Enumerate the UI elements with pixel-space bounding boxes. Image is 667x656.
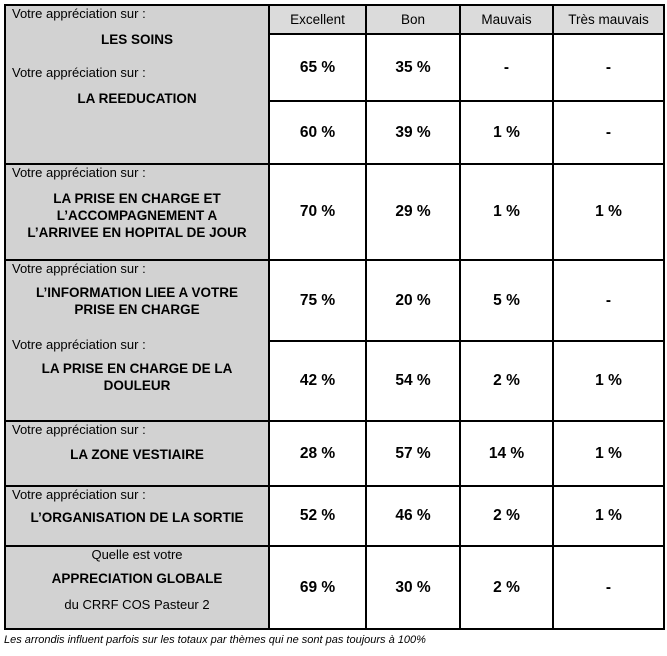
- theme-la-reeducation: LA REEDUCATION: [77, 91, 197, 106]
- label-cell-zone-vestiaire: Votre appréciation sur : LA ZONE VESTIAI…: [4, 420, 270, 487]
- value-cell: 1 %: [459, 100, 554, 165]
- rounding-footnote: Les arrondis influent parfois sur les to…: [4, 634, 426, 646]
- label-prefix: Votre appréciation sur :: [12, 422, 146, 437]
- global-lead-text: Quelle est votre: [91, 547, 183, 562]
- value-cell: 60 %: [268, 100, 367, 165]
- table-row-douleur: 42 % 54 % 2 % 1 %: [5, 340, 665, 422]
- table-row-information: Votre appréciation sur : L’INFORMATION L…: [4, 259, 665, 422]
- table-row-les-soins: 65 % 35 % - -: [5, 33, 665, 102]
- table-row-organisation-sortie: Votre appréciation sur : L’ORGANISATION …: [4, 485, 665, 547]
- value-cell: 46 %: [365, 485, 461, 547]
- value-cell: 54 %: [365, 340, 461, 422]
- column-header-mauvais: Mauvais: [459, 4, 554, 35]
- value-cell: 39 %: [365, 100, 461, 165]
- table-row-la-reeducation: 60 % 39 % 1 % -: [5, 100, 665, 165]
- satisfaction-results-table: Votre appréciation sur : LES SOINS Votre…: [4, 4, 665, 630]
- value-cell: 75 %: [268, 259, 367, 342]
- label-prefix: Votre appréciation sur :: [12, 6, 146, 21]
- value-cell: -: [459, 33, 554, 102]
- column-header-bon: Bon: [365, 4, 461, 35]
- table-row-prise-en-charge-accompagnement: Votre appréciation sur : LA PRISE EN CHA…: [4, 163, 665, 261]
- label-prefix: Votre appréciation sur :: [12, 261, 146, 276]
- table-header-row: Votre appréciation sur : LES SOINS Votre…: [4, 4, 665, 165]
- global-suffix-text: du CRRF COS Pasteur 2: [64, 597, 210, 612]
- satisfaction-survey-page: Votre appréciation sur : LES SOINS Votre…: [0, 4, 667, 656]
- label-prefix: Votre appréciation sur :: [12, 65, 146, 80]
- label-cell-organisation-sortie: Votre appréciation sur : L’ORGANISATION …: [4, 485, 270, 547]
- value-cell: 14 %: [459, 420, 554, 487]
- theme-organisation-sortie: L’ORGANISATION DE LA SORTIE: [30, 510, 244, 525]
- value-cell: -: [552, 259, 665, 342]
- theme-zone-vestiaire: LA ZONE VESTIAIRE: [70, 447, 204, 462]
- value-cell: 42 %: [268, 340, 367, 422]
- value-cell: 57 %: [365, 420, 461, 487]
- value-cell: 20 %: [365, 259, 461, 342]
- value-cell: 1 %: [552, 485, 665, 547]
- theme-les-soins: LES SOINS: [100, 32, 173, 47]
- theme-appreciation-globale: APPRECIATION GLOBALE: [51, 571, 223, 586]
- value-cell: 69 %: [268, 545, 367, 630]
- value-cell: 70 %: [268, 163, 367, 261]
- value-cell: 1 %: [552, 163, 665, 261]
- column-header-excellent: Excellent: [268, 4, 367, 35]
- label-prefix: Votre appréciation sur :: [12, 487, 146, 502]
- value-cell: 30 %: [365, 545, 461, 630]
- value-cell: 28 %: [268, 420, 367, 487]
- value-cell: 35 %: [365, 33, 461, 102]
- value-cell: 2 %: [459, 545, 554, 630]
- label-prefix: Votre appréciation sur :: [12, 337, 146, 352]
- theme-information: L’INFORMATION LIEE A VOTRE PRISE EN CHAR…: [36, 285, 238, 317]
- value-cell: -: [552, 545, 665, 630]
- value-cell: 29 %: [365, 163, 461, 261]
- value-cell: 5 %: [459, 259, 554, 342]
- label-cell-prise-en-charge-accompagnement: Votre appréciation sur : LA PRISE EN CHA…: [4, 163, 270, 261]
- value-cell: -: [552, 100, 665, 165]
- theme-prise-en-charge-accompagnement: LA PRISE EN CHARGE ET L’ACCOMPAGNEMENT A…: [27, 191, 247, 240]
- label-cell-information-douleur: Votre appréciation sur : L’INFORMATION L…: [4, 259, 270, 422]
- value-cell: 65 %: [268, 33, 367, 102]
- value-cell: 2 %: [459, 340, 554, 422]
- column-header-tres-mauvais: Très mauvais: [552, 4, 665, 35]
- value-cell: -: [552, 33, 665, 102]
- value-cell: 52 %: [268, 485, 367, 547]
- value-cell: 2 %: [459, 485, 554, 547]
- label-cell-soins-reeducation: Votre appréciation sur : LES SOINS Votre…: [4, 4, 270, 165]
- label-prefix: Votre appréciation sur :: [12, 165, 146, 180]
- label-cell-appreciation-globale: Quelle est votre APPRECIATION GLOBALE du…: [4, 545, 270, 630]
- table-row-appreciation-globale: Quelle est votre APPRECIATION GLOBALE du…: [4, 545, 665, 630]
- value-cell: 1 %: [552, 340, 665, 422]
- value-cell: 1 %: [459, 163, 554, 261]
- table-row-zone-vestiaire: Votre appréciation sur : LA ZONE VESTIAI…: [4, 420, 665, 487]
- value-cell: 1 %: [552, 420, 665, 487]
- theme-douleur: LA PRISE EN CHARGE DE LA DOULEUR: [41, 361, 233, 393]
